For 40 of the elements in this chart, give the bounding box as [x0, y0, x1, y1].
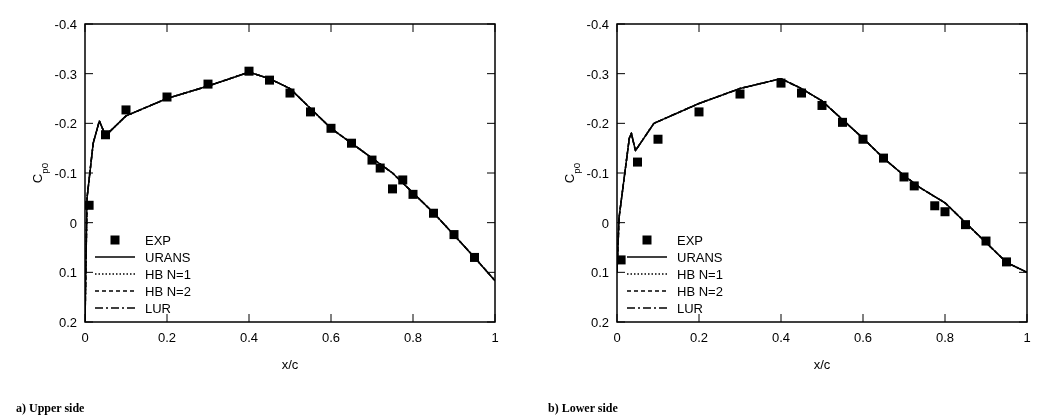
y-tick-label: -0.2: [54, 116, 77, 132]
y-tick-label: -0.3: [586, 66, 609, 82]
legend-label: LUR: [677, 301, 704, 316]
y-tick-label: 0: [601, 215, 609, 231]
x-tick-label: 0: [613, 330, 621, 345]
y-tick-label: 0.1: [58, 265, 77, 281]
y-tick-label: 0.2: [58, 315, 77, 330]
x-tick-label: 1: [1023, 330, 1031, 345]
x-tick-label: 0: [81, 330, 89, 345]
x-tick-label: 0.2: [689, 330, 709, 345]
x-tick-label: 0.4: [771, 330, 791, 345]
x-tick-label: 0.6: [321, 330, 341, 345]
x-axis-title: x/c: [813, 357, 831, 372]
x-tick-label: 0.8: [403, 330, 423, 345]
y-tick-label: -0.3: [54, 66, 77, 82]
legend-label: LUR: [145, 301, 172, 316]
legend-label: HB N=1: [677, 267, 723, 282]
legend-label: HB N=1: [145, 267, 191, 282]
y-tick-label: 0.1: [590, 265, 609, 281]
legend-label: URANS: [677, 250, 723, 265]
x-tick-label: 0.4: [239, 330, 259, 345]
y-tick-label: -0.1: [586, 166, 609, 181]
legend-label: EXP: [145, 233, 172, 248]
y-tick-label: -0.1: [54, 166, 77, 181]
x-tick-label: 0.6: [853, 330, 873, 345]
y-tick-label: 0: [69, 215, 77, 231]
legend-label: URANS: [145, 250, 191, 265]
x-tick-label: 1: [491, 330, 499, 345]
text: b) Lower side: [548, 401, 619, 415]
x-axis-title: x/c: [281, 357, 299, 372]
y-tick-label: -0.4: [586, 17, 609, 32]
legend-label: HB N=2: [677, 284, 723, 299]
x-tick-label: 0.8: [935, 330, 955, 345]
y-tick-label: -0.2: [586, 116, 609, 132]
y-tick-label: 0.2: [590, 315, 609, 330]
x-tick-label: 0.2: [157, 330, 177, 345]
text: a) Upper side: [16, 401, 86, 415]
y-tick-label: -0.4: [54, 17, 77, 32]
legend-label: HB N=2: [145, 284, 191, 299]
legend-label: EXP: [677, 233, 704, 248]
